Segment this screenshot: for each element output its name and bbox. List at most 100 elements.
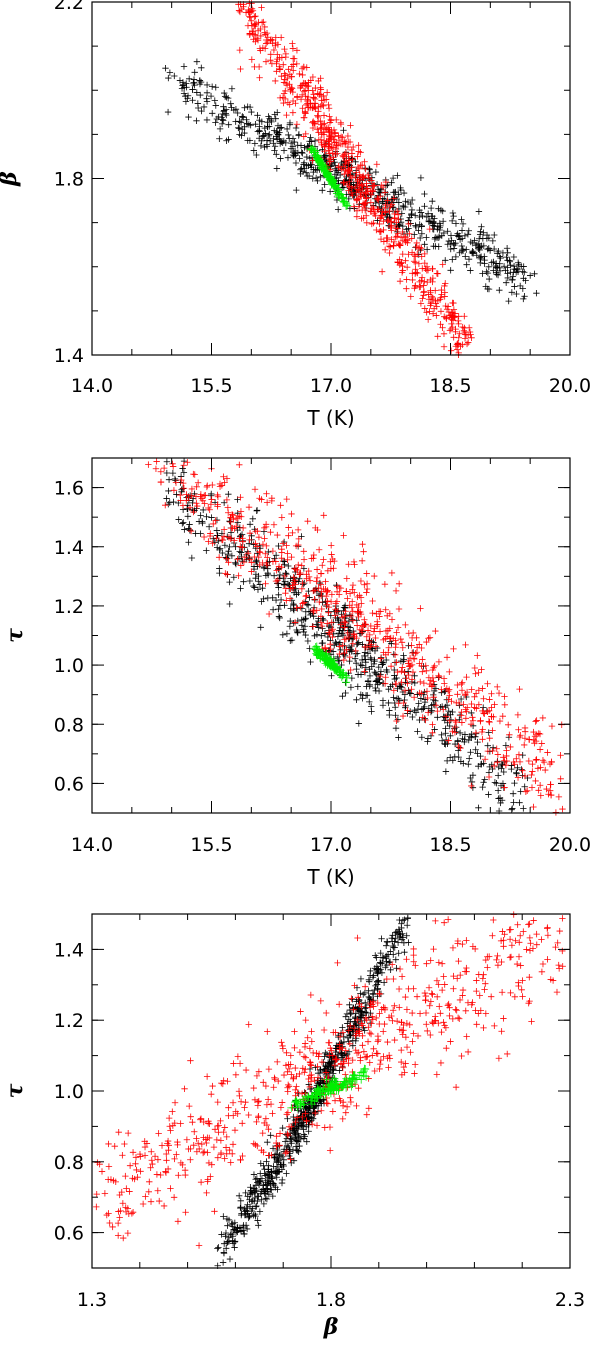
data-point [294, 566, 301, 574]
data-point [200, 103, 208, 111]
data-point [336, 1033, 344, 1040]
data-point [553, 988, 561, 996]
data-point [269, 1110, 276, 1117]
data-point [516, 685, 523, 693]
data-point [327, 174, 336, 183]
data-point [220, 526, 228, 533]
data-point [473, 987, 480, 995]
data-point [361, 983, 369, 990]
data-point [468, 249, 476, 257]
data-point [360, 991, 367, 998]
data-point [187, 1156, 194, 1163]
data-point [244, 549, 252, 557]
data-point [450, 985, 457, 992]
data-point [364, 188, 372, 195]
data-point [221, 542, 229, 549]
data-point [450, 212, 457, 220]
data-point [384, 181, 391, 189]
data-point [206, 506, 213, 513]
data-point [302, 615, 310, 622]
data-point [164, 108, 172, 116]
data-point [197, 91, 204, 99]
data-point [183, 505, 191, 513]
data-point [218, 120, 226, 128]
data-point [416, 221, 423, 228]
data-point [255, 533, 263, 541]
data-point [232, 118, 239, 125]
data-point [414, 728, 421, 735]
data-point [317, 173, 324, 181]
data-point [416, 716, 423, 724]
data-point [165, 476, 173, 483]
data-point [448, 217, 456, 225]
data-point [219, 549, 226, 557]
data-point [281, 76, 288, 83]
data-point [438, 703, 446, 710]
data-point [399, 237, 406, 245]
data-point [403, 922, 411, 929]
data-point [458, 680, 465, 688]
data-point [519, 993, 526, 1000]
data-point [462, 715, 470, 722]
data-point [386, 707, 393, 714]
data-point [203, 513, 210, 520]
data-point [335, 630, 343, 637]
data-point [465, 227, 472, 234]
data-point [284, 550, 291, 557]
data-point [219, 110, 226, 118]
data-point [348, 146, 355, 154]
data-point [457, 971, 464, 979]
data-point [496, 717, 504, 725]
data-point [288, 636, 296, 644]
data-point [423, 246, 431, 253]
data-point [390, 651, 397, 658]
y-tick-label: 1.6 [54, 478, 84, 500]
data-point [353, 213, 361, 220]
data-point [418, 274, 426, 281]
data-point [531, 270, 538, 278]
data-point [327, 135, 334, 142]
data-point [310, 94, 317, 101]
data-point [389, 174, 397, 182]
data-point [493, 271, 500, 278]
data-point [429, 274, 437, 282]
data-point [435, 658, 443, 666]
data-point [250, 582, 257, 590]
data-point [361, 669, 369, 676]
data-point [237, 549, 245, 556]
data-point [453, 346, 461, 353]
data-point [458, 227, 466, 234]
data-point [152, 465, 160, 472]
data-point [339, 152, 346, 160]
data-point [421, 698, 429, 706]
data-point [369, 597, 376, 605]
data-point [408, 1009, 416, 1017]
data-point [271, 111, 278, 118]
data-point [294, 1147, 301, 1154]
data-point [481, 260, 488, 267]
data-point [544, 924, 551, 931]
data-point [423, 638, 430, 646]
data-point [211, 1208, 218, 1215]
data-point [440, 1019, 447, 1026]
data-point [447, 245, 454, 253]
data-point [354, 934, 361, 942]
data-point [277, 1104, 285, 1111]
data-point [359, 182, 366, 190]
data-point [503, 245, 511, 252]
data-point [214, 493, 222, 500]
data-point [391, 675, 398, 683]
data-point [418, 734, 426, 741]
data-point [309, 157, 316, 164]
data-point [119, 1200, 127, 1207]
data-point [336, 639, 344, 646]
data-point [393, 207, 401, 215]
data-point [155, 1130, 162, 1137]
data-point [287, 605, 295, 612]
data-point [360, 174, 368, 182]
data-point [465, 761, 472, 768]
data-point [320, 92, 327, 100]
data-point [474, 750, 481, 757]
data-point [180, 462, 187, 469]
data-point [457, 758, 465, 765]
